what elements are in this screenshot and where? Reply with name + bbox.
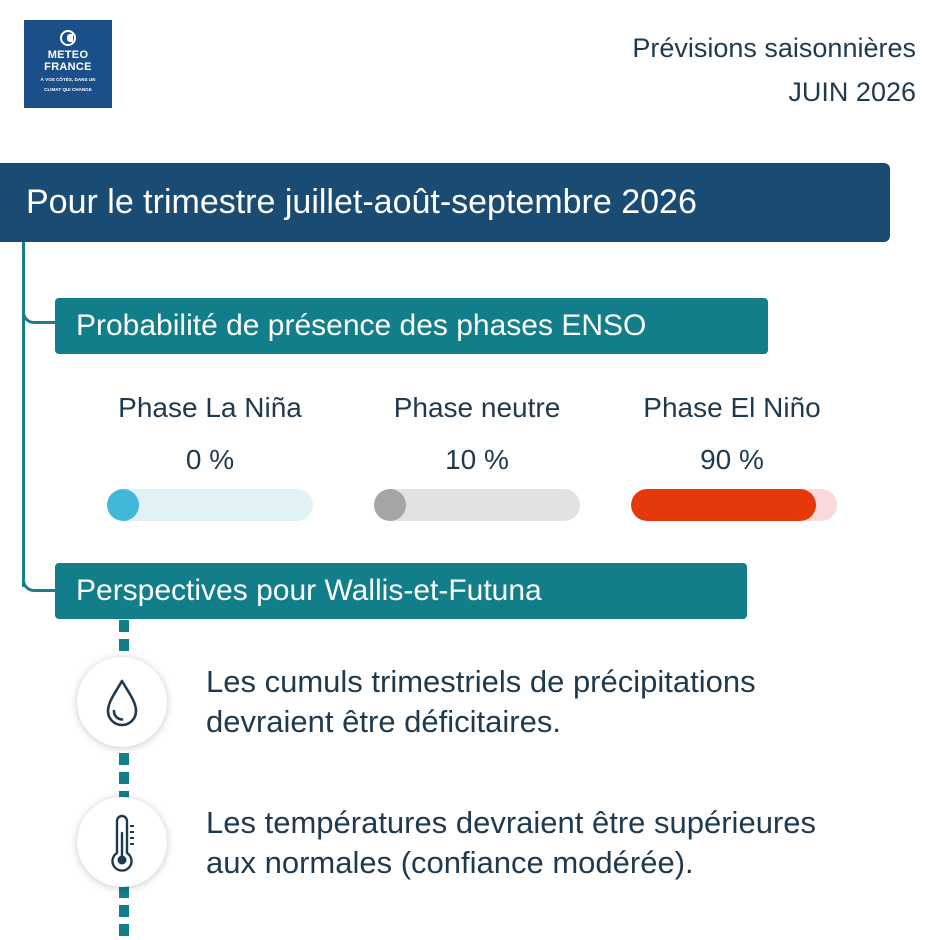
header-title: Prévisions saisonnières <box>632 33 916 63</box>
header-date: JUIN 2026 <box>788 77 916 107</box>
temperature-outlook-line1: Les températures devraient être supérieu… <box>206 805 816 840</box>
meteo-france-emblem-icon <box>60 30 76 46</box>
phase-neutre-name: Phase neutre <box>393 392 561 423</box>
precipitation-outlook-line1: Les cumuls trimestriels de précipitation… <box>206 664 756 699</box>
meteo-france-logo: METEO FRANCE À VOS CÔTÉS, DANS UN CLIMAT… <box>24 20 112 108</box>
water-drop-icon <box>77 657 167 747</box>
logo-name-line2: FRANCE <box>44 61 92 73</box>
period-title-bar: Pour le trimestre juillet-août-septembre… <box>0 163 890 242</box>
phase-la-nina-name: Phase La Niña <box>118 392 302 423</box>
header: Prévisions saisonnières JUIN 2026 <box>632 26 916 114</box>
phase-neutre-bar <box>374 489 580 521</box>
tree-connector-elbow-outlook <box>22 576 56 592</box>
tree-connector-line <box>22 242 25 587</box>
temperature-outlook-line2: aux normales (confiance modérée). <box>206 845 694 880</box>
outlook-section-label: Perspectives pour Wallis-et-Futuna <box>55 563 747 619</box>
logo-name-line1: METEO <box>47 49 89 61</box>
phase-el-nino-bar <box>631 489 837 521</box>
phase-la-nina-bar <box>107 489 313 521</box>
precipitation-outlook-text: Les cumuls trimestriels de précipitation… <box>206 662 916 742</box>
phase-el-nino-bar-fill <box>631 489 817 521</box>
logo-tagline-line1: À VOS CÔTÉS, DANS UN <box>40 77 96 82</box>
logo-tagline-line2: CLIMAT QUI CHANGE <box>44 86 92 92</box>
phase-neutre-bar-fill <box>374 489 406 521</box>
thermometer-icon <box>77 797 167 887</box>
temperature-outlook-text: Les températures devraient être supérieu… <box>206 803 916 883</box>
phase-la-nina-value: 0 % <box>185 444 235 475</box>
phase-neutre-value: 10 % <box>445 444 509 475</box>
enso-section-label: Probabilité de présence des phases ENSO <box>55 298 768 354</box>
outlook-dotted-connector <box>119 620 129 940</box>
tree-connector-elbow-enso <box>22 308 56 324</box>
phase-el-nino-name: Phase El Niño <box>643 392 821 423</box>
phase-el-nino-value: 90 % <box>700 444 764 475</box>
precipitation-outlook-line2: devraient être déficitaires. <box>206 704 561 739</box>
phase-la-nina-bar-fill <box>107 489 139 521</box>
